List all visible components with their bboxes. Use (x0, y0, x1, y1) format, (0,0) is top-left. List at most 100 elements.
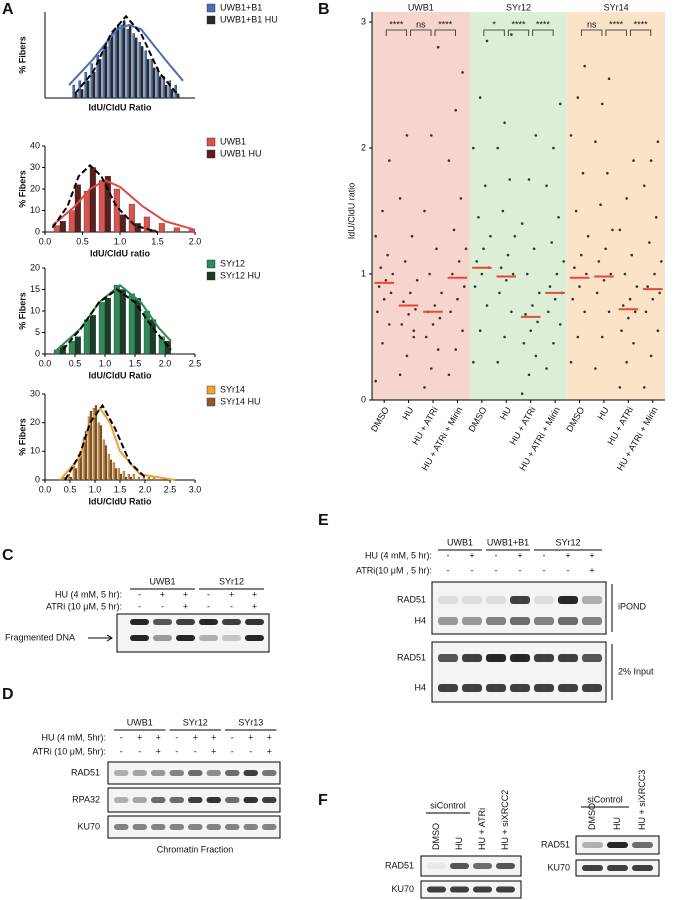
data-point (594, 367, 597, 370)
y-tick-label: 0 (35, 348, 40, 358)
blot-band (245, 619, 264, 625)
bar (59, 221, 66, 233)
sign: - (471, 565, 474, 575)
legend-label: UWB1 (220, 136, 246, 146)
data-point (606, 171, 609, 175)
data-point (435, 247, 438, 251)
bar (122, 20, 126, 99)
x-tick-label: 0.5 (76, 236, 89, 246)
x-tick-label: 0.5 (64, 484, 77, 494)
fit-curve (68, 23, 184, 86)
data-point (433, 304, 437, 307)
blot-band (114, 770, 129, 776)
y-tick-label: 10 (30, 305, 40, 315)
sign: - (120, 732, 123, 742)
protein-label: RAD51 (397, 594, 426, 604)
bar (74, 93, 78, 99)
sign: - (138, 746, 141, 756)
header: siControl (430, 800, 466, 810)
bar (109, 459, 113, 481)
data-point (609, 272, 613, 276)
sign: + (183, 589, 188, 599)
bar (89, 411, 93, 481)
data-point (496, 146, 500, 150)
data-point (552, 342, 555, 345)
data-point (449, 310, 452, 314)
bar (86, 80, 90, 99)
bar (129, 476, 133, 481)
blot-band (438, 684, 458, 692)
x-tick-label: 1.5 (129, 358, 142, 368)
data-point (586, 234, 590, 238)
bar (114, 468, 118, 481)
sign: + (183, 601, 188, 611)
bar (94, 405, 98, 481)
blot-band (438, 596, 458, 604)
group-shade (372, 12, 470, 400)
bar (152, 67, 156, 99)
data-point (583, 64, 586, 68)
fit-curve (64, 403, 146, 481)
y-tick-label: 2 (361, 142, 366, 152)
x-tick-label: 1.0 (89, 484, 102, 494)
data-point (405, 134, 409, 137)
data-point (398, 373, 402, 377)
data-point (501, 209, 505, 213)
data-point (459, 197, 463, 200)
panel-label: B (318, 1, 330, 18)
blot-band (262, 797, 277, 803)
bar (119, 214, 126, 233)
data-point (644, 310, 648, 314)
group-label: SYr14 (604, 2, 629, 12)
bar (132, 33, 136, 99)
blot-band (151, 824, 166, 830)
sign: + (565, 550, 570, 560)
data-point (649, 354, 653, 358)
bar (134, 37, 138, 99)
data-point (381, 342, 384, 345)
bar (138, 41, 142, 99)
blot-band (151, 770, 166, 776)
data-point (602, 279, 606, 282)
blot-band (176, 635, 195, 641)
bar (134, 297, 141, 355)
sign: - (175, 746, 178, 756)
y-axis-label: % Fibers (17, 418, 27, 456)
category-label: HU (400, 405, 415, 421)
blot-strip (431, 641, 607, 703)
bar (113, 285, 120, 355)
sig-label: ns (587, 19, 597, 29)
data-point (649, 159, 653, 162)
sign: - (138, 601, 141, 611)
x-tick-label: 0.0 (39, 484, 52, 494)
bar (98, 180, 105, 233)
data-point (496, 360, 500, 364)
bar (98, 302, 105, 355)
legend-label: UWB1+B1 HU (220, 14, 278, 24)
bar (97, 422, 101, 481)
bar (156, 67, 160, 99)
group-label: UWB1 (149, 576, 175, 586)
x-tick-label: 1.0 (114, 236, 127, 246)
blot-band (243, 797, 258, 803)
group-label: UWB1 (127, 717, 153, 727)
data-point (552, 146, 555, 150)
y-axis-label: % Fibers (17, 170, 27, 208)
bar (69, 476, 73, 481)
blot-band (169, 797, 184, 803)
bar (72, 465, 76, 481)
data-point (382, 297, 386, 301)
data-point (447, 159, 451, 162)
x-axis-label: IdU/CldU Ratio (89, 370, 152, 380)
lane-label: HU + siXRCC2 (500, 790, 510, 850)
sign: + (211, 732, 216, 742)
sig-bracket (532, 29, 554, 36)
data-point (438, 316, 442, 320)
y-tick-label: 20 (30, 417, 40, 427)
bar (74, 468, 78, 481)
fit-curve (59, 406, 176, 481)
y-tick-label: 0 (361, 394, 366, 404)
data-point (498, 291, 501, 295)
blot-band (582, 684, 602, 692)
fit-curve (51, 163, 158, 233)
